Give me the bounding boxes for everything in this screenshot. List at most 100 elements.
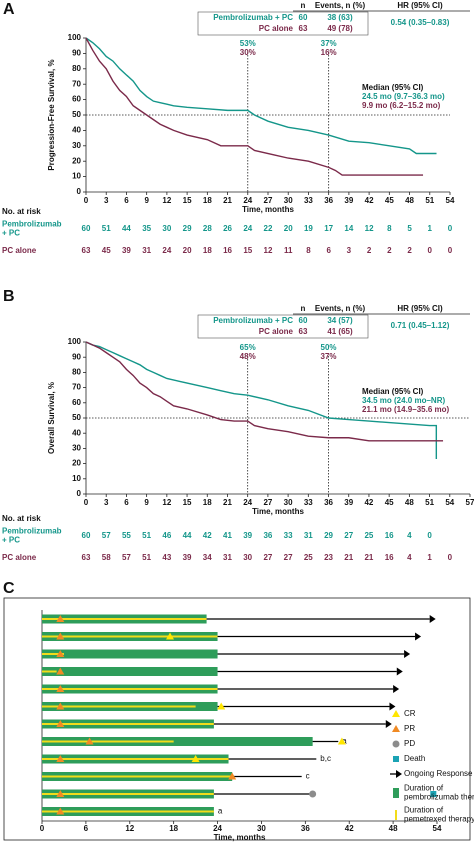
at-risk-count: 31 [223,553,232,562]
table-box [197,314,369,339]
y-tick-label: 70 [72,79,81,88]
x-tick-label: 42 [364,498,373,507]
cr-marker [217,702,226,710]
legend-label: pembrolizumab therapy [404,793,474,802]
legend-pembrolizumab [393,788,399,798]
y-tick-label: 50 [72,413,81,422]
x-tick-label: 15 [183,498,192,507]
x-tick-label: 6 [124,498,129,507]
legend-pr [392,725,400,732]
at-risk-title: No. at risk [2,514,41,523]
pr-marker [56,650,65,657]
pembrolizumab-bar [42,667,218,676]
x-tick-label: 24 [243,196,252,205]
cr-marker [166,632,175,640]
x-tick-label: 30 [284,498,293,507]
ongoing-arrow [415,632,422,641]
median-title: Median (95% CI) [362,387,424,396]
at-risk-count: 39 [122,246,131,255]
series-median: 21.1 mo (14.9–35.6 mo) [362,405,449,414]
x-tick-label: 18 [203,196,212,205]
at-risk-count: 44 [183,531,192,540]
at-risk-count: 17 [324,224,333,233]
x-tick-label: 33 [304,196,313,205]
y-tick-label: 20 [72,459,81,468]
panel-letter: A [3,1,15,18]
at-risk-count: 42 [203,531,212,540]
x-tick-label: 24 [243,498,252,507]
series-n: 63 [299,327,308,336]
x-tick-label: 39 [344,498,353,507]
at-risk-count: 16 [223,246,232,255]
series-name: PC alone [259,24,294,33]
series-n: 63 [299,24,308,33]
x-tick-label: 6 [84,824,89,833]
at-risk-count: 4 [407,553,412,562]
ongoing-arrow [396,667,403,676]
y-tick-label: 10 [72,474,81,483]
row-note: a [342,737,347,746]
column-header: HR (95% CI) [397,304,443,313]
x-tick-label: 54 [446,196,455,205]
column-header: Events, n (%) [315,1,366,10]
ongoing-arrow [393,685,400,693]
row-note: c [306,772,310,781]
pr-marker [56,755,65,762]
pd-marker [309,790,317,798]
at-risk-count: 8 [306,246,311,255]
y-axis-label: Progression-Free Survival, % [47,59,56,170]
at-risk-count: 58 [102,553,111,562]
at-risk-count: 21 [344,553,353,562]
at-risk-count: 0 [448,553,453,562]
x-tick-label: 9 [144,498,149,507]
at-risk-label: + PC [2,229,20,238]
pembrolizumab-bar [42,649,218,659]
at-risk-count: 41 [223,531,232,540]
y-tick-label: 90 [72,352,81,361]
at-risk-count: 20 [183,246,192,255]
table-box [197,11,369,36]
x-tick-label: 0 [84,196,89,205]
x-axis-label: Time, months [242,205,294,214]
series-events: 34 (57) [327,316,353,325]
ongoing-arrow [385,720,392,728]
x-axis-label: Time, months [214,833,266,842]
column-header: HR (95% CI) [397,1,443,10]
at-risk-count: 60 [82,531,91,540]
pr-marker [56,702,65,710]
y-tick-label: 0 [77,489,82,498]
x-tick-label: 42 [365,196,374,205]
x-tick-label: 36 [324,498,333,507]
y-tick-label: 10 [72,172,81,181]
at-risk-count: 1 [427,553,432,562]
legend-label: Death [404,754,425,763]
y-tick-label: 30 [72,141,81,150]
at-risk-count: 24 [243,224,252,233]
y-tick-label: 70 [72,383,81,392]
x-tick-label: 30 [284,196,293,205]
landmark-label: 48% [240,352,256,361]
x-tick-label: 51 [425,498,434,507]
at-risk-count: 30 [162,224,171,233]
at-risk-label: + PC [2,536,20,545]
at-risk-count: 33 [284,531,293,540]
at-risk-count: 39 [243,531,252,540]
y-tick-label: 50 [72,110,81,119]
row-note: b,c [320,754,331,763]
at-risk-count: 24 [162,246,171,255]
at-risk-count: 28 [203,224,212,233]
at-risk-count: 51 [102,224,111,233]
at-risk-count: 18 [203,246,212,255]
at-risk-count: 2 [407,246,412,255]
x-tick-label: 42 [345,824,354,833]
at-risk-count: 19 [304,224,313,233]
pr-marker [56,685,65,692]
x-tick-label: 57 [466,498,474,507]
x-tick-label: 33 [304,498,313,507]
x-tick-label: 21 [223,498,232,507]
at-risk-count: 57 [102,531,111,540]
at-risk-count: 26 [223,224,232,233]
y-tick-label: 100 [68,337,82,346]
y-tick-label: 80 [72,368,81,377]
x-axis-label: Time, months [252,507,304,516]
